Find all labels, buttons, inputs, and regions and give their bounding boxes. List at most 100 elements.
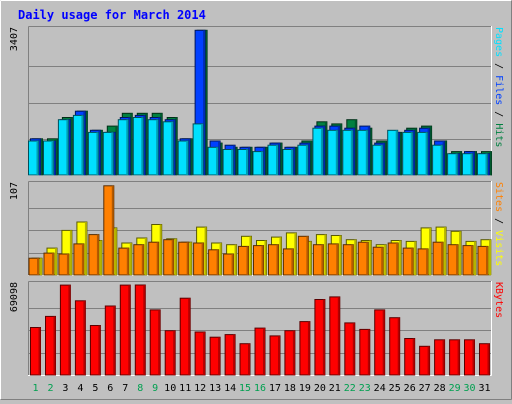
bar-shade-kbytes-16 [263, 328, 265, 375]
bar-shade-pages-21 [335, 130, 338, 175]
x-tick-label-19: 19 [299, 383, 311, 394]
bar-shade-kbytes-18 [292, 330, 295, 375]
bar-shade-kbytes-3 [68, 285, 71, 375]
panel-kbytes-axis-label: KBytes [493, 282, 504, 318]
bar-shade-pages-9 [156, 119, 159, 175]
bar-shade-sites-28 [441, 242, 444, 275]
bar-shade-sites-15 [246, 246, 249, 275]
bar-shade-files-7 [128, 117, 131, 175]
bar-shade-hits-7 [130, 113, 133, 175]
bar-shade-sites-26 [411, 248, 414, 275]
panel-visits-max-label: 107 [9, 182, 20, 200]
x-tick-label-12: 12 [194, 383, 206, 394]
bar-shade-hits-12 [205, 30, 208, 175]
bar-shade-kbytes-1 [38, 327, 41, 375]
bar-shade-kbytes-29 [457, 339, 460, 375]
panel-hits-axis-label-part-1: Pages [493, 27, 504, 57]
bar-shade-sites-18 [291, 248, 294, 275]
chart-title: Daily usage for March 2014 [18, 8, 206, 22]
bar-shade-sites-31 [486, 246, 488, 275]
bar-shade-kbytes-2 [53, 316, 56, 375]
bar-shade-kbytes-20 [322, 299, 325, 375]
bar-shade-visits-10 [174, 238, 177, 275]
bar-shade-visits-5 [99, 240, 102, 275]
bar-shade-pages-16 [261, 151, 263, 175]
bar-shade-sites-7 [126, 248, 129, 275]
bar-shade-kbytes-21 [337, 296, 340, 375]
bar-shade-kbytes-26 [412, 338, 415, 375]
bar-shade-pages-31 [485, 153, 488, 175]
bar-shade-files-31 [487, 153, 490, 175]
bar-shade-kbytes-19 [307, 321, 310, 375]
bar-shade-visits-4 [84, 222, 87, 275]
bar-shade-pages-2 [51, 141, 54, 175]
bar-shade-kbytes-10 [173, 330, 176, 375]
bar-shade-files-22 [352, 128, 355, 175]
series-sites [28, 185, 489, 276]
bar-shade-sites-17 [276, 244, 279, 275]
bar-shade-hits-31 [489, 151, 492, 175]
panel-visits-axis-label-part-3: Visits [493, 230, 504, 266]
x-tick-label-24: 24 [374, 383, 386, 394]
bar-shade-hits-11 [190, 138, 193, 175]
bar-shade-sites-25 [396, 243, 399, 275]
bar-shade-hits-14 [235, 147, 238, 175]
bar-shade-files-9 [158, 117, 161, 175]
x-tick-label-30: 30 [463, 383, 475, 394]
bar-shade-pages-15 [246, 149, 248, 175]
bar-shade-visits-18 [294, 232, 297, 275]
bar-shade-kbytes-14 [233, 334, 236, 375]
bar-shade-pages-20 [320, 128, 323, 175]
bar-shade-kbytes-15 [248, 343, 250, 375]
bar-shade-kbytes-28 [442, 339, 445, 375]
bar-shade-visits-25 [399, 240, 402, 275]
bar-shade-hits-6 [115, 126, 118, 175]
bar-shade-pages-22 [350, 130, 353, 175]
bar-shade-files-18 [292, 147, 295, 175]
bar-shade-hits-3 [70, 117, 73, 175]
bar-shade-visits-23 [369, 240, 372, 275]
bar-shade-files-19 [307, 143, 310, 175]
bar-shade-kbytes-4 [83, 300, 86, 375]
bar-shade-pages-26 [410, 132, 413, 175]
bar-shade-visits-13 [219, 243, 222, 275]
x-tick-label-16: 16 [254, 383, 266, 394]
bar-shade-pages-3 [66, 119, 69, 175]
bar-shade-hits-27 [429, 126, 432, 175]
panel-hits-axis-label-part-3: Files [493, 75, 504, 105]
bar-shade-files-29 [457, 153, 460, 175]
bar-shade-hits-17 [280, 143, 282, 175]
bar-shade-visits-28 [444, 227, 447, 275]
bar-shade-kbytes-13 [218, 337, 221, 375]
x-tick-label-29: 29 [449, 383, 461, 394]
x-tick-label-26: 26 [404, 383, 416, 394]
bar-shade-pages-4 [81, 115, 84, 175]
bar-shade-visits-16 [264, 240, 267, 275]
bar-shade-visits-31 [489, 239, 491, 275]
bar-shade-kbytes-24 [382, 309, 385, 375]
bar-shade-kbytes-27 [427, 346, 430, 375]
bar-shade-kbytes-31 [487, 343, 490, 375]
bar-shade-hits-13 [220, 143, 223, 175]
bar-shade-visits-7 [129, 243, 132, 275]
x-tick-label-25: 25 [389, 383, 401, 394]
bar-shade-sites-19 [306, 236, 309, 275]
bar-shade-sites-5 [96, 234, 99, 275]
bar-shade-sites-30 [471, 245, 473, 275]
bar-shade-files-5 [98, 130, 101, 175]
bar-shade-kbytes-22 [352, 322, 355, 375]
bar-shade-pages-28 [440, 145, 443, 175]
x-tick-label-20: 20 [314, 383, 326, 394]
bar-shade-sites-22 [351, 244, 354, 275]
bar-shade-visits-3 [69, 230, 72, 275]
bar-shade-hits-30 [474, 151, 477, 175]
x-tick-label-14: 14 [224, 383, 236, 394]
bar-shade-kbytes-8 [143, 285, 146, 375]
bar-shade-files-25 [397, 132, 400, 175]
bar-shade-files-2 [53, 141, 56, 175]
bar-shade-pages-25 [395, 130, 398, 175]
panel-kbytes-max-label: 69098 [9, 282, 20, 312]
bar-shade-visits-12 [204, 227, 207, 275]
